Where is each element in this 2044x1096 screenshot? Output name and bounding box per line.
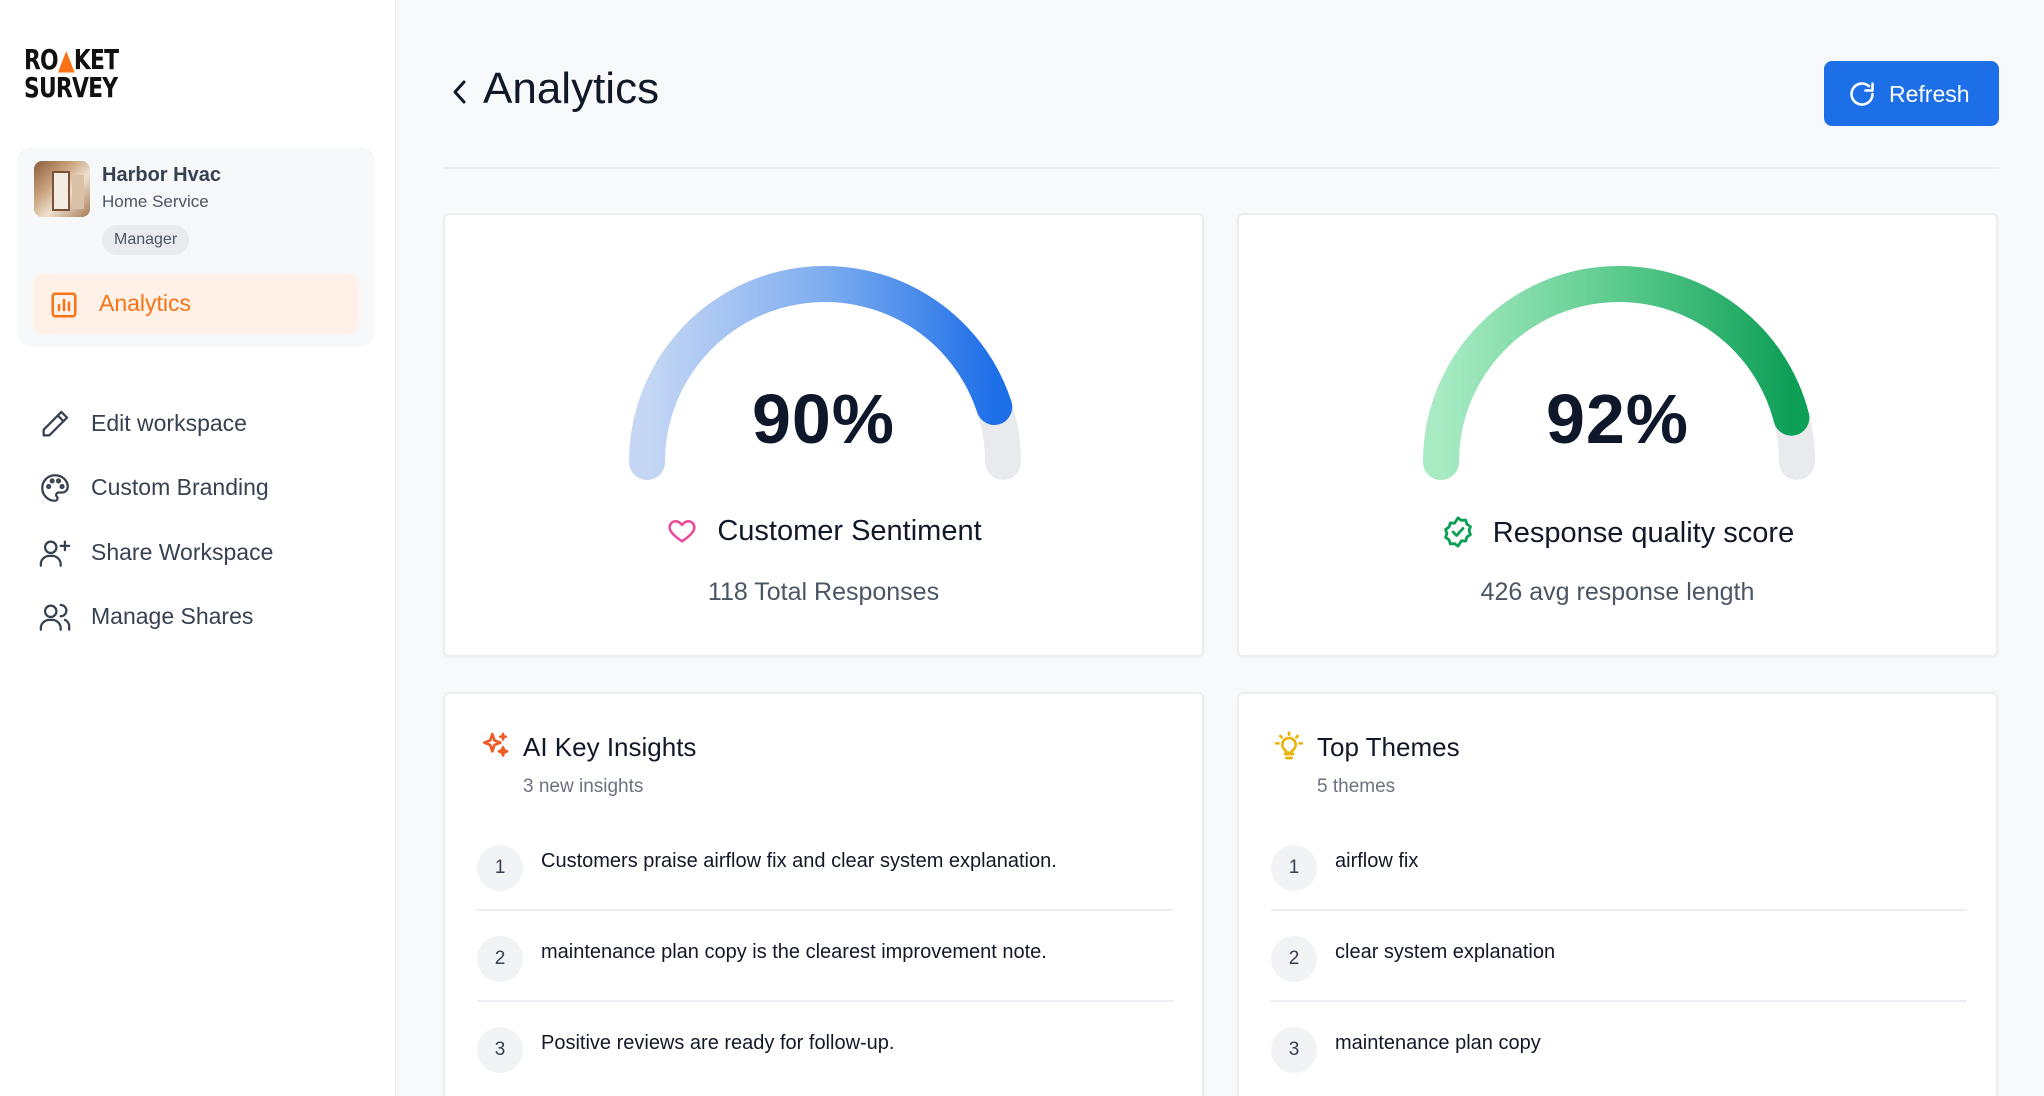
- gauge-sub: 118 Total Responses: [707, 578, 940, 606]
- insights-subtitle: 3 new insights: [523, 776, 644, 797]
- refresh-icon: [1850, 82, 1874, 106]
- top-themes-card: Top Themes 5 themes 1 airflow fix 2 clea…: [1237, 692, 1998, 1096]
- list-item: 1 Customers praise airflow fix and clear…: [477, 820, 1173, 911]
- quality-gauge: [1423, 266, 1815, 480]
- gauge-value: 90%: [751, 380, 896, 458]
- sidebar-item-edit-workspace[interactable]: Edit workspace: [38, 397, 378, 447]
- workspace-card: Harbor Hvac Home Service Manager Analyti…: [17, 147, 375, 347]
- insights-title: AI Key Insights: [523, 732, 697, 762]
- item-number: 1: [477, 845, 523, 891]
- page-title: Analytics: [483, 64, 660, 113]
- gauge-value: 92%: [1545, 380, 1690, 458]
- sidebar-item-label: Manage Shares: [91, 603, 254, 629]
- item-number: 2: [477, 936, 523, 982]
- item-text: maintenance plan copy: [1335, 1032, 1541, 1054]
- sidebar: RO▲KET SURVEY Harbor Hvac Home Service M…: [0, 0, 396, 1096]
- item-text: airflow fix: [1335, 850, 1419, 872]
- list-item: 2 maintenance plan copy is the clearest …: [477, 911, 1173, 1002]
- item-text: maintenance plan copy is the clearest im…: [541, 941, 1047, 963]
- role-badge: Manager: [102, 225, 190, 255]
- item-text: Positive reviews are ready for follow-up…: [541, 1032, 895, 1054]
- item-number: 1: [1271, 845, 1317, 891]
- badge-check-icon: [1443, 516, 1472, 548]
- gauge-label: Response quality score: [1239, 515, 1996, 550]
- sidebar-item-label: Edit workspace: [91, 410, 247, 436]
- gauge-sub: 426 avg response length: [1480, 578, 1755, 606]
- item-number: 2: [1271, 936, 1317, 982]
- gauge-fill: [629, 266, 1013, 480]
- sidebar-item-manage-shares[interactable]: Manage Shares: [38, 590, 378, 640]
- refresh-button[interactable]: Refresh: [1824, 61, 1999, 126]
- pencil-icon: [42, 410, 69, 437]
- item-number: 3: [1271, 1027, 1317, 1073]
- gauge-label: Customer Sentiment: [445, 515, 1202, 548]
- item-text: Customers praise airflow fix and clear s…: [541, 850, 1057, 872]
- list-item: 1 airflow fix: [1271, 820, 1967, 911]
- themes-subtitle: 5 themes: [1317, 776, 1396, 797]
- list-item: 3 Positive reviews are ready for follow-…: [477, 1002, 1173, 1093]
- refresh-label: Refresh: [1889, 81, 1970, 107]
- themes-title: Top Themes: [1317, 732, 1460, 762]
- sparkles-icon: [483, 732, 509, 757]
- list-item: 3 maintenance plan copy: [1271, 1002, 1967, 1093]
- bar-chart-icon: [51, 292, 77, 318]
- lightbulb-icon: [1275, 731, 1303, 760]
- workspace-name: Harbor Hvac: [102, 164, 221, 186]
- rocket-survey-logo[interactable]: RO▲KET SURVEY: [24, 43, 119, 104]
- customer-sentiment-card: 90% Customer Sentiment 118 Total Respons…: [443, 213, 1204, 657]
- sidebar-item-label: Share Workspace: [91, 539, 274, 565]
- sentiment-gauge: [629, 266, 1021, 480]
- palette-icon: [41, 474, 69, 502]
- sidebar-item-label: Analytics: [99, 290, 192, 316]
- ai-key-insights-card: AI Key Insights 3 new insights 1 Custome…: [443, 692, 1204, 1096]
- gauge-fill: [1423, 266, 1810, 480]
- response-quality-card: 92% Response quality score 426 avg respo…: [1237, 213, 1998, 657]
- sidebar-item-custom-branding[interactable]: Custom Branding: [38, 461, 378, 511]
- workspace-avatar: [34, 161, 90, 217]
- sidebar-item-label: Custom Branding: [91, 474, 269, 500]
- list-item: 2 clear system explanation: [1271, 911, 1967, 1002]
- sidebar-item-share-workspace[interactable]: Share Workspace: [38, 526, 378, 576]
- item-text: clear system explanation: [1335, 941, 1556, 963]
- workspace-type: Home Service: [102, 192, 209, 211]
- sidebar-item-analytics[interactable]: Analytics: [33, 274, 359, 334]
- heart-icon: [668, 520, 696, 543]
- item-number: 3: [477, 1027, 523, 1073]
- header-divider: [443, 167, 1999, 169]
- users-icon: [39, 603, 71, 631]
- back-chevron-icon[interactable]: [448, 76, 472, 108]
- user-plus-icon: [39, 540, 71, 567]
